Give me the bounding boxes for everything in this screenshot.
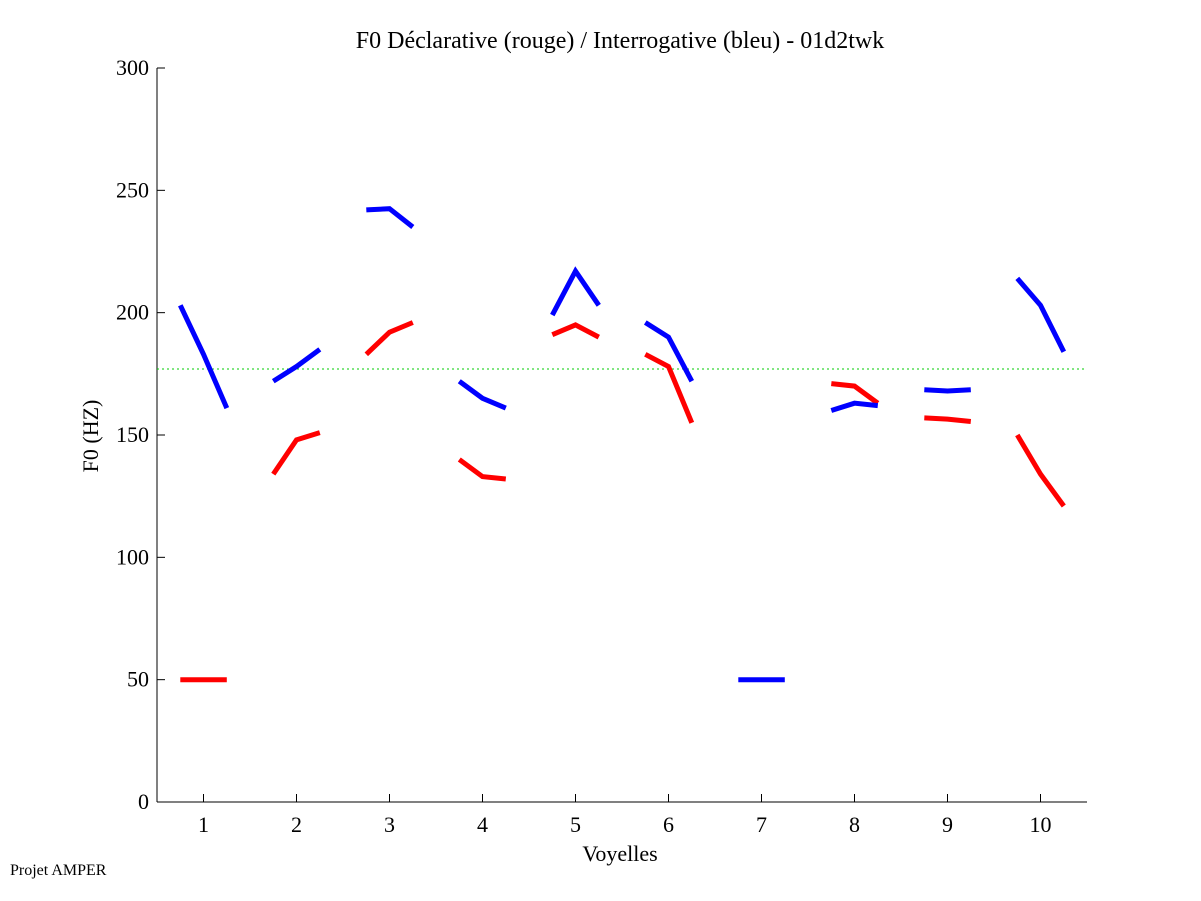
y-tick-label: 50 [127, 667, 149, 692]
x-axis-label: Voyelles [582, 841, 657, 866]
declarative-segment-vowel-6 [644, 352, 695, 424]
declarative-segment-vowel-8 [831, 381, 880, 406]
interrogative-segment-vowel-4 [457, 379, 507, 411]
y-tick-label: 150 [116, 422, 149, 447]
x-tick-label: 7 [756, 812, 767, 837]
x-tick-label: 2 [291, 812, 302, 837]
x-tick-label: 9 [942, 812, 953, 837]
interrogative-segment-vowel-10 [1015, 276, 1067, 353]
declarative-segment-vowel-3 [364, 320, 414, 357]
x-tick-label: 8 [849, 812, 860, 837]
interrogative-segment-vowel-5 [550, 266, 601, 317]
declarative-segment-vowel-10 [1015, 433, 1066, 508]
interrogative-segment-vowel-9 [924, 387, 971, 394]
x-tick-label: 1 [198, 812, 209, 837]
x-tick-label: 6 [663, 812, 674, 837]
declarative-segment-vowel-5 [551, 322, 600, 340]
y-axis-label: F0 (HZ) [78, 400, 103, 473]
interrogative-segment-vowel-3 [366, 206, 415, 229]
y-tick-label: 200 [116, 300, 149, 325]
footer-credit: Projet AMPER [10, 862, 107, 879]
declarative-segment-vowel-2 [271, 430, 321, 476]
chart-title: F0 Déclarative (rouge) / Interrogative (… [356, 28, 884, 54]
interrogative-segment-vowel-2 [271, 347, 322, 384]
interrogative-segment-vowel-1 [178, 304, 230, 410]
declarative-segment-vowel-9 [924, 415, 972, 424]
x-tick-label: 4 [477, 812, 488, 837]
y-tick-label: 100 [116, 544, 149, 569]
interrogative-segment-vowel-6 [643, 320, 695, 383]
y-tick-label: 0 [138, 789, 149, 814]
y-tick-label: 250 [116, 177, 149, 202]
x-tick-label: 3 [384, 812, 395, 837]
x-tick-label: 5 [570, 812, 581, 837]
declarative-segment-vowel-4 [457, 457, 507, 482]
interrogative-segment-vowel-8 [830, 400, 879, 413]
y-tick-label: 300 [116, 55, 149, 80]
x-tick-label: 10 [1030, 812, 1052, 837]
plot-area: 0 50 100 150 200 250 300 1 2 3 4 5 6 7 8 9 10 [116, 55, 1087, 837]
